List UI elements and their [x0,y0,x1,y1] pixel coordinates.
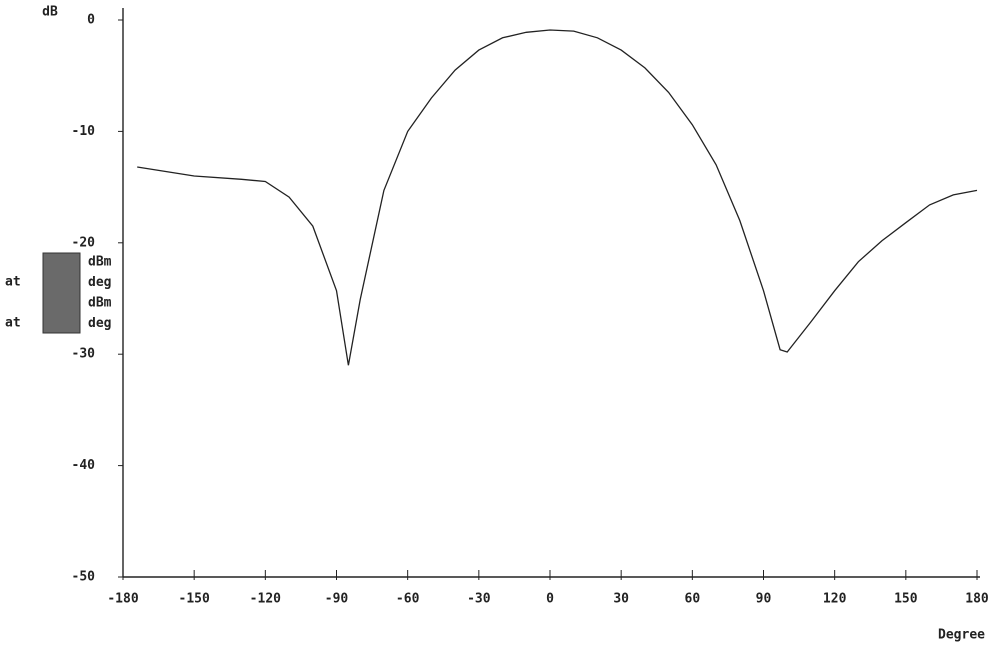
marker-unit: deg [88,316,111,331]
y-axis-label: dB [42,5,58,20]
x-tick-label: 60 [685,592,701,607]
x-tick-label: -30 [467,592,491,607]
x-tick-label: 150 [894,592,918,607]
marker-unit: dBm [88,255,112,270]
x-tick-label: 90 [756,592,772,607]
x-tick-label: -150 [179,592,210,607]
x-tick-label: -180 [107,592,138,607]
x-tick-label: 180 [965,592,989,607]
marker-unit: dBm [88,296,112,311]
series-line [137,29,978,366]
marker-panel [42,252,81,334]
marker-at: at [5,275,21,290]
y-tick-label: -30 [72,347,96,362]
marker-at: at [5,316,21,331]
x-tick-label: -90 [325,592,349,607]
x-tick-label: 120 [823,592,847,607]
y-tick-label: -10 [72,124,96,139]
y-tick-label: -50 [72,570,96,585]
x-axis-label: Degree [938,628,985,643]
x-tick-label: 0 [546,592,554,607]
x-tick-label: -120 [250,592,281,607]
y-tick-label: -40 [72,458,96,473]
y-tick-label: -20 [72,235,96,250]
y-tick-label: 0 [87,13,95,28]
x-tick-label: 30 [613,592,629,607]
marker-unit: deg [88,275,111,290]
x-tick-label: -60 [396,592,420,607]
